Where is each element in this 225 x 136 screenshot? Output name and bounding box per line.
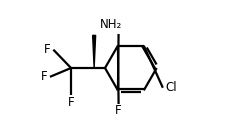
Text: F: F xyxy=(40,70,47,83)
Polygon shape xyxy=(93,35,96,68)
Text: F: F xyxy=(115,104,122,117)
Text: Cl: Cl xyxy=(165,81,177,94)
Text: F: F xyxy=(68,95,74,109)
Text: F: F xyxy=(115,20,122,33)
Text: NH₂: NH₂ xyxy=(100,18,122,31)
Text: F: F xyxy=(44,43,51,56)
